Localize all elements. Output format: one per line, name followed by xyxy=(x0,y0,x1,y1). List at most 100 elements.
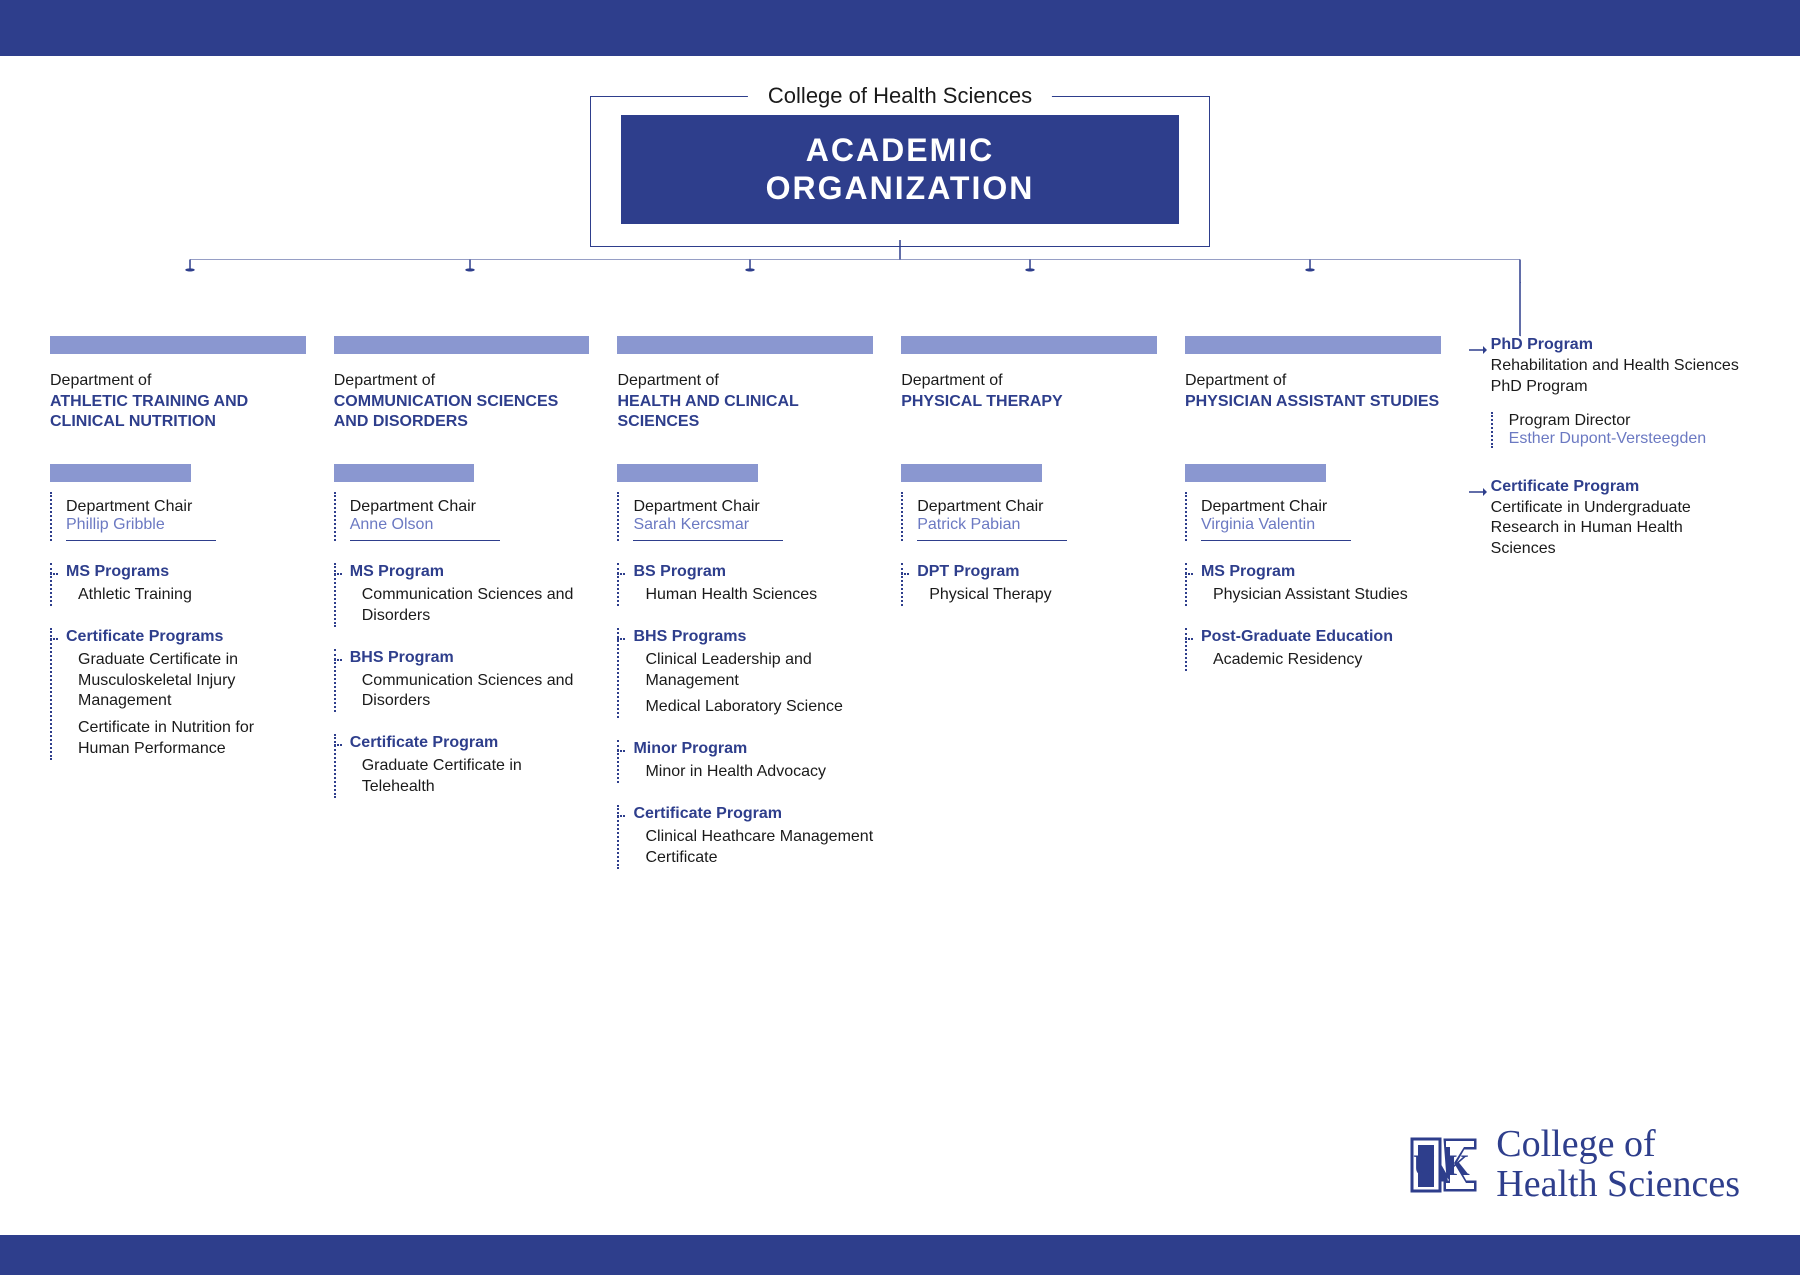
program-item: Communication Sciences and Disorders xyxy=(362,671,590,713)
dept-prefix: Department of xyxy=(617,372,873,390)
side-section: PhD ProgramRehabilitation and Health Sci… xyxy=(1469,336,1750,448)
program-item: Physical Therapy xyxy=(929,585,1157,606)
dept-name: COMMUNICATION SCIENCES AND DISORDERS xyxy=(334,392,590,436)
dept-col-2: Department of HEALTH AND CLINICAL SCIENC… xyxy=(617,336,873,875)
logo: U K College of Health Sciences xyxy=(1410,1125,1740,1205)
program-item: Athletic Training xyxy=(78,585,306,606)
program-section-title: Certificate Program xyxy=(350,734,590,752)
dept-prefix: Department of xyxy=(1185,372,1441,390)
side-col: PhD ProgramRehabilitation and Health Sci… xyxy=(1469,336,1750,875)
chair-label: Department Chair xyxy=(917,492,1157,516)
program-section-title: Minor Program xyxy=(633,740,873,758)
program-section-title: DPT Program xyxy=(917,563,1157,581)
program-section: Minor Program Minor in Health Advocacy xyxy=(617,740,873,783)
arrow-right-icon xyxy=(1469,344,1487,356)
program-section: BS ProgramHuman Health Sciences xyxy=(617,563,873,606)
program-section: Certificate Program Clinical Heathcare Ma… xyxy=(617,805,873,869)
chair-name: Sarah Kercsmar xyxy=(633,516,783,541)
header-box: College of Health Sciences ACADEMIC ORGA… xyxy=(590,96,1210,247)
header-title: ACADEMIC ORGANIZATION xyxy=(621,115,1179,224)
dept-name: ATHLETIC TRAINING AND CLINICAL NUTRITION xyxy=(50,392,306,436)
sections-1: MS ProgramCommunication Sciences and Dis… xyxy=(334,563,590,798)
sections-2: BS ProgramHuman Health Sciences BHS Progr… xyxy=(617,563,873,869)
program-item: Graduate Certificate in Telehealth xyxy=(362,756,590,798)
stub-bar xyxy=(50,336,306,354)
sections-4: MS Program Physician Assistant Studies Pos… xyxy=(1185,563,1441,671)
chair-name: Anne Olson xyxy=(350,516,500,541)
chair-block: Department Chair Sarah Kercsmar xyxy=(617,492,873,541)
stub-bar xyxy=(1185,336,1441,354)
logo-line2: Health Sciences xyxy=(1496,1165,1740,1205)
dept-name: PHYSICAL THERAPY xyxy=(901,392,1157,436)
header-title-line1: ACADEMIC xyxy=(651,131,1149,169)
program-section-title: BHS Program xyxy=(350,649,590,667)
columns-container: Department of ATHLETIC TRAINING AND CLIN… xyxy=(50,336,1750,875)
dept-col-0: Department of ATHLETIC TRAINING AND CLIN… xyxy=(50,336,306,875)
chair-name: Virginia Valentin xyxy=(1201,516,1351,541)
dept-prefix: Department of xyxy=(334,372,590,390)
stub-bar-small xyxy=(1185,464,1326,482)
stub-bar-small xyxy=(617,464,758,482)
program-section: BHS Program Communication Sciences and Di… xyxy=(334,649,590,713)
header-title-line2: ORGANIZATION xyxy=(651,169,1149,207)
sections-3: DPT Program Physical Therapy xyxy=(901,563,1157,606)
chair-label: Department Chair xyxy=(633,492,873,516)
chair-block: Department Chair Phillip Gribble xyxy=(50,492,306,541)
program-section: MS ProgramCommunication Sciences and Dis… xyxy=(334,563,590,627)
program-section: BHS Programs Clinical Leadership and Mana… xyxy=(617,628,873,718)
program-item: Physician Assistant Studies xyxy=(1213,585,1441,606)
stub-bar xyxy=(334,336,590,354)
program-item: Certificate in Nutrition for Human Perfo… xyxy=(78,718,306,760)
chair-label: Department Chair xyxy=(350,492,590,516)
side-sub-label: Program Director xyxy=(1509,412,1750,430)
stub-bar-small xyxy=(50,464,191,482)
chair-name: Patrick Pabian xyxy=(917,516,1067,541)
program-item: Medical Laboratory Science xyxy=(645,697,873,718)
side-title: PhD Program xyxy=(1491,336,1750,354)
program-item: Minor in Health Advocacy xyxy=(645,762,873,783)
logo-line1: College of xyxy=(1496,1125,1740,1165)
stub-bar-small xyxy=(334,464,475,482)
program-section: MS Programs Athletic Training xyxy=(50,563,306,606)
chair-label: Department Chair xyxy=(66,492,306,516)
program-section-title: Post-Graduate Education xyxy=(1201,628,1441,646)
program-section: MS Program Physician Assistant Studies xyxy=(1185,563,1441,606)
dept-col-3: Department of PHYSICAL THERAPY Departmen… xyxy=(901,336,1157,875)
chair-block: Department Chair Patrick Pabian xyxy=(901,492,1157,541)
chair-name: Phillip Gribble xyxy=(66,516,216,541)
program-item: Clinical Leadership and Management xyxy=(645,650,873,692)
program-item: Communication Sciences and Disorders xyxy=(362,585,590,627)
header-pretitle: College of Health Sciences xyxy=(748,83,1052,109)
svg-text:U: U xyxy=(1413,1149,1435,1182)
uk-logo-icon: U K xyxy=(1410,1133,1482,1197)
side-section: Certificate Program Certificate in Underg… xyxy=(1469,478,1750,560)
dept-col-1: Department of COMMUNICATION SCIENCES AND… xyxy=(334,336,590,875)
arrow-right-icon xyxy=(1469,486,1487,498)
program-section-title: MS Program xyxy=(1201,563,1441,581)
program-section-title: MS Programs xyxy=(66,563,306,581)
side-sub: Program DirectorEsther Dupont-Versteegde… xyxy=(1491,412,1750,448)
chair-block: Department Chair Virginia Valentin xyxy=(1185,492,1441,541)
program-section: Certificate Program Graduate Certificate … xyxy=(334,734,590,798)
side-desc: Certificate in Undergraduate Research in… xyxy=(1491,498,1750,560)
program-section: DPT Program Physical Therapy xyxy=(901,563,1157,606)
program-section-title: BS Program xyxy=(633,563,873,581)
side-sub-name: Esther Dupont-Versteegden xyxy=(1509,430,1750,448)
program-section-title: Certificate Program xyxy=(633,805,873,823)
dept-name: HEALTH AND CLINICAL SCIENCES xyxy=(617,392,873,436)
chair-block: Department Chair Anne Olson xyxy=(334,492,590,541)
stub-bar xyxy=(901,336,1157,354)
program-section: Post-Graduate EducationAcademic Residenc… xyxy=(1185,628,1441,671)
program-section-title: BHS Programs xyxy=(633,628,873,646)
side-title: Certificate Program xyxy=(1491,478,1750,496)
stub-bar xyxy=(617,336,873,354)
top-bar xyxy=(0,0,1800,56)
dept-name: PHYSICIAN ASSISTANT STUDIES xyxy=(1185,392,1441,436)
program-item: Graduate Certificate in Musculoskeletal … xyxy=(78,650,306,712)
program-item: Clinical Heathcare Management Certificat… xyxy=(645,827,873,869)
chair-label: Department Chair xyxy=(1201,492,1441,516)
sections-0: MS Programs Athletic Training Certificate … xyxy=(50,563,306,760)
dept-prefix: Department of xyxy=(50,372,306,390)
svg-text:K: K xyxy=(1447,1149,1471,1182)
logo-text: College of Health Sciences xyxy=(1496,1125,1740,1205)
